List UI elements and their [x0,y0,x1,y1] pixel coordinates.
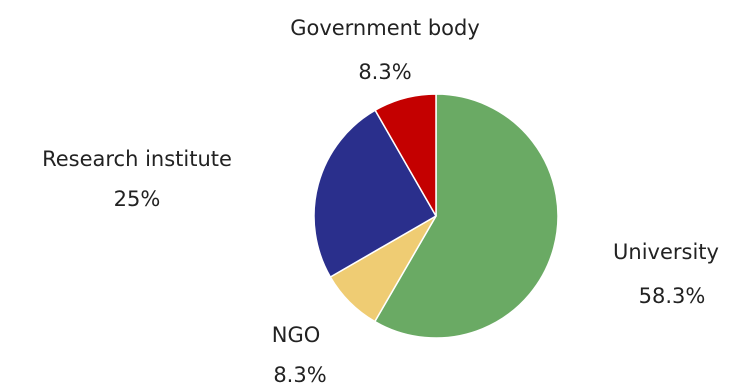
slice-label-university-group: University 58.3% [613,240,719,308]
slice-label-ngo-group: NGO 8.3% [272,323,327,387]
slice-value-ngo: 8.3% [273,363,326,387]
pie-slice-research-institute [313,109,437,278]
slice-label-government-body: Government body [290,16,480,40]
pie-slices [313,93,559,339]
slice-value-research-institute: 25% [114,187,161,211]
pie-slice-government-body [374,93,437,217]
slice-label-government-body-group: Government body 8.3% [290,16,480,84]
slice-label-research-institute-group: Research institute 25% [42,147,232,211]
slice-value-government-body: 8.3% [358,60,411,84]
pie-slice-university [374,93,559,339]
slice-label-ngo: NGO [272,323,321,347]
slice-label-research-institute: Research institute [42,147,232,171]
slice-value-university: 58.3% [639,284,706,308]
slice-label-university: University [613,240,719,264]
